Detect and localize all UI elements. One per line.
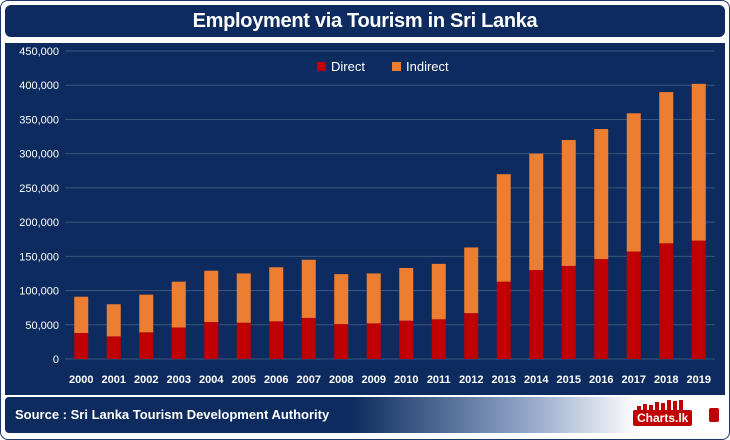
bar-direct-2010: [399, 320, 414, 359]
bar-indirect-2009: [366, 273, 381, 324]
charts-lk-logo: Charts.lk: [627, 400, 719, 430]
legend-swatch-indirect: [392, 62, 401, 71]
y-tick-label: 200,000: [19, 217, 59, 229]
x-tick-label: 2001: [102, 374, 126, 386]
x-tick-label: 2006: [264, 374, 288, 386]
bar-indirect-2002: [139, 294, 154, 333]
x-tick-label: 2007: [297, 374, 321, 386]
bar-indirect-2013: [496, 174, 511, 282]
logo-arrow-icon: [709, 408, 719, 422]
x-tick-label: 2013: [492, 374, 516, 386]
bar-indirect-2016: [594, 129, 609, 260]
bar-direct-2009: [366, 323, 381, 359]
bar-direct-2016: [594, 259, 609, 359]
x-tick-label: 2016: [589, 374, 613, 386]
bar-direct-2000: [74, 332, 89, 359]
y-tick-label: 150,000: [19, 251, 59, 263]
x-tick-label: 2008: [329, 374, 353, 386]
bar-indirect-2012: [464, 247, 479, 314]
bar-direct-2017: [626, 251, 641, 359]
bar-indirect-2015: [561, 139, 576, 266]
bar-indirect-2007: [301, 259, 316, 318]
x-tick-label: 2002: [134, 374, 158, 386]
y-tick-label: 300,000: [19, 149, 59, 161]
legend-label-indirect: Indirect: [406, 59, 449, 74]
bar-direct-2005: [236, 322, 251, 359]
y-tick-label: 0: [53, 354, 59, 366]
x-tick-label: 2005: [232, 374, 256, 386]
bar-direct-2008: [334, 324, 349, 359]
bar-indirect-2017: [626, 113, 641, 252]
x-tick-label: 2015: [557, 374, 581, 386]
logo-bars-icon: [637, 400, 683, 410]
bar-indirect-2008: [334, 274, 349, 325]
bar-direct-2012: [464, 313, 479, 359]
chart-title: Employment via Tourism in Sri Lanka: [192, 9, 538, 32]
x-tick-label: 2000: [69, 374, 93, 386]
y-tick-label: 450,000: [19, 46, 59, 58]
footer-bar: Source : Sri Lanka Tourism Development A…: [5, 397, 725, 433]
legend-swatch-direct: [317, 62, 326, 71]
bar-direct-2003: [171, 327, 186, 359]
bar-indirect-2003: [171, 281, 186, 328]
x-tick-label: 2009: [362, 374, 386, 386]
x-tick-label: 2010: [394, 374, 418, 386]
y-tick-label: 400,000: [19, 80, 59, 92]
x-tick-label: 2011: [427, 374, 451, 386]
bar-direct-2018: [659, 243, 674, 359]
bar-indirect-2006: [269, 267, 284, 322]
bar-indirect-2000: [74, 296, 89, 333]
bar-indirect-2010: [399, 267, 414, 321]
bar-direct-2001: [106, 336, 121, 359]
plot-area: 0 50,000 100,000 150,000 200,000 250,000 300,0…: [5, 43, 725, 395]
source-note: Source : Sri Lanka Tourism Development A…: [15, 407, 330, 422]
bar-direct-2004: [204, 322, 219, 359]
logo-text: Charts.lk: [633, 410, 693, 426]
x-tick-label: 2019: [687, 374, 711, 386]
y-tick-label: 350,000: [19, 114, 59, 126]
bar-indirect-2018: [659, 92, 674, 244]
x-tick-label: 2017: [622, 374, 646, 386]
x-tick-label: 2018: [654, 374, 678, 386]
bar-direct-2011: [431, 319, 446, 359]
bar-indirect-2004: [204, 270, 219, 323]
bar-indirect-2011: [431, 263, 446, 320]
x-tick-label: 2003: [167, 374, 191, 386]
bar-direct-2006: [269, 321, 284, 359]
bar-direct-2013: [496, 281, 511, 359]
title-bar: Employment via Tourism in Sri Lanka: [5, 5, 725, 37]
bar-direct-2019: [691, 240, 706, 359]
x-tick-label: 2004: [199, 374, 224, 386]
y-tick-label: 50,000: [25, 320, 59, 332]
bar-direct-2002: [139, 332, 154, 359]
bar-indirect-2019: [691, 83, 706, 241]
bar-direct-2015: [561, 265, 576, 359]
x-tick-label: 2014: [524, 374, 549, 386]
bar-indirect-2014: [529, 153, 544, 271]
bar-direct-2014: [529, 270, 544, 359]
bar-direct-2007: [301, 317, 316, 359]
bar-indirect-2001: [106, 304, 121, 337]
y-tick-label: 100,000: [19, 286, 59, 298]
y-tick-label: 250,000: [19, 183, 59, 195]
bar-indirect-2005: [236, 273, 251, 323]
x-tick-label: 2012: [459, 374, 483, 386]
legend-label-direct: Direct: [331, 59, 365, 74]
stacked-bar-chart: 0 50,000 100,000 150,000 200,000 250,000 300,0…: [19, 46, 715, 386]
